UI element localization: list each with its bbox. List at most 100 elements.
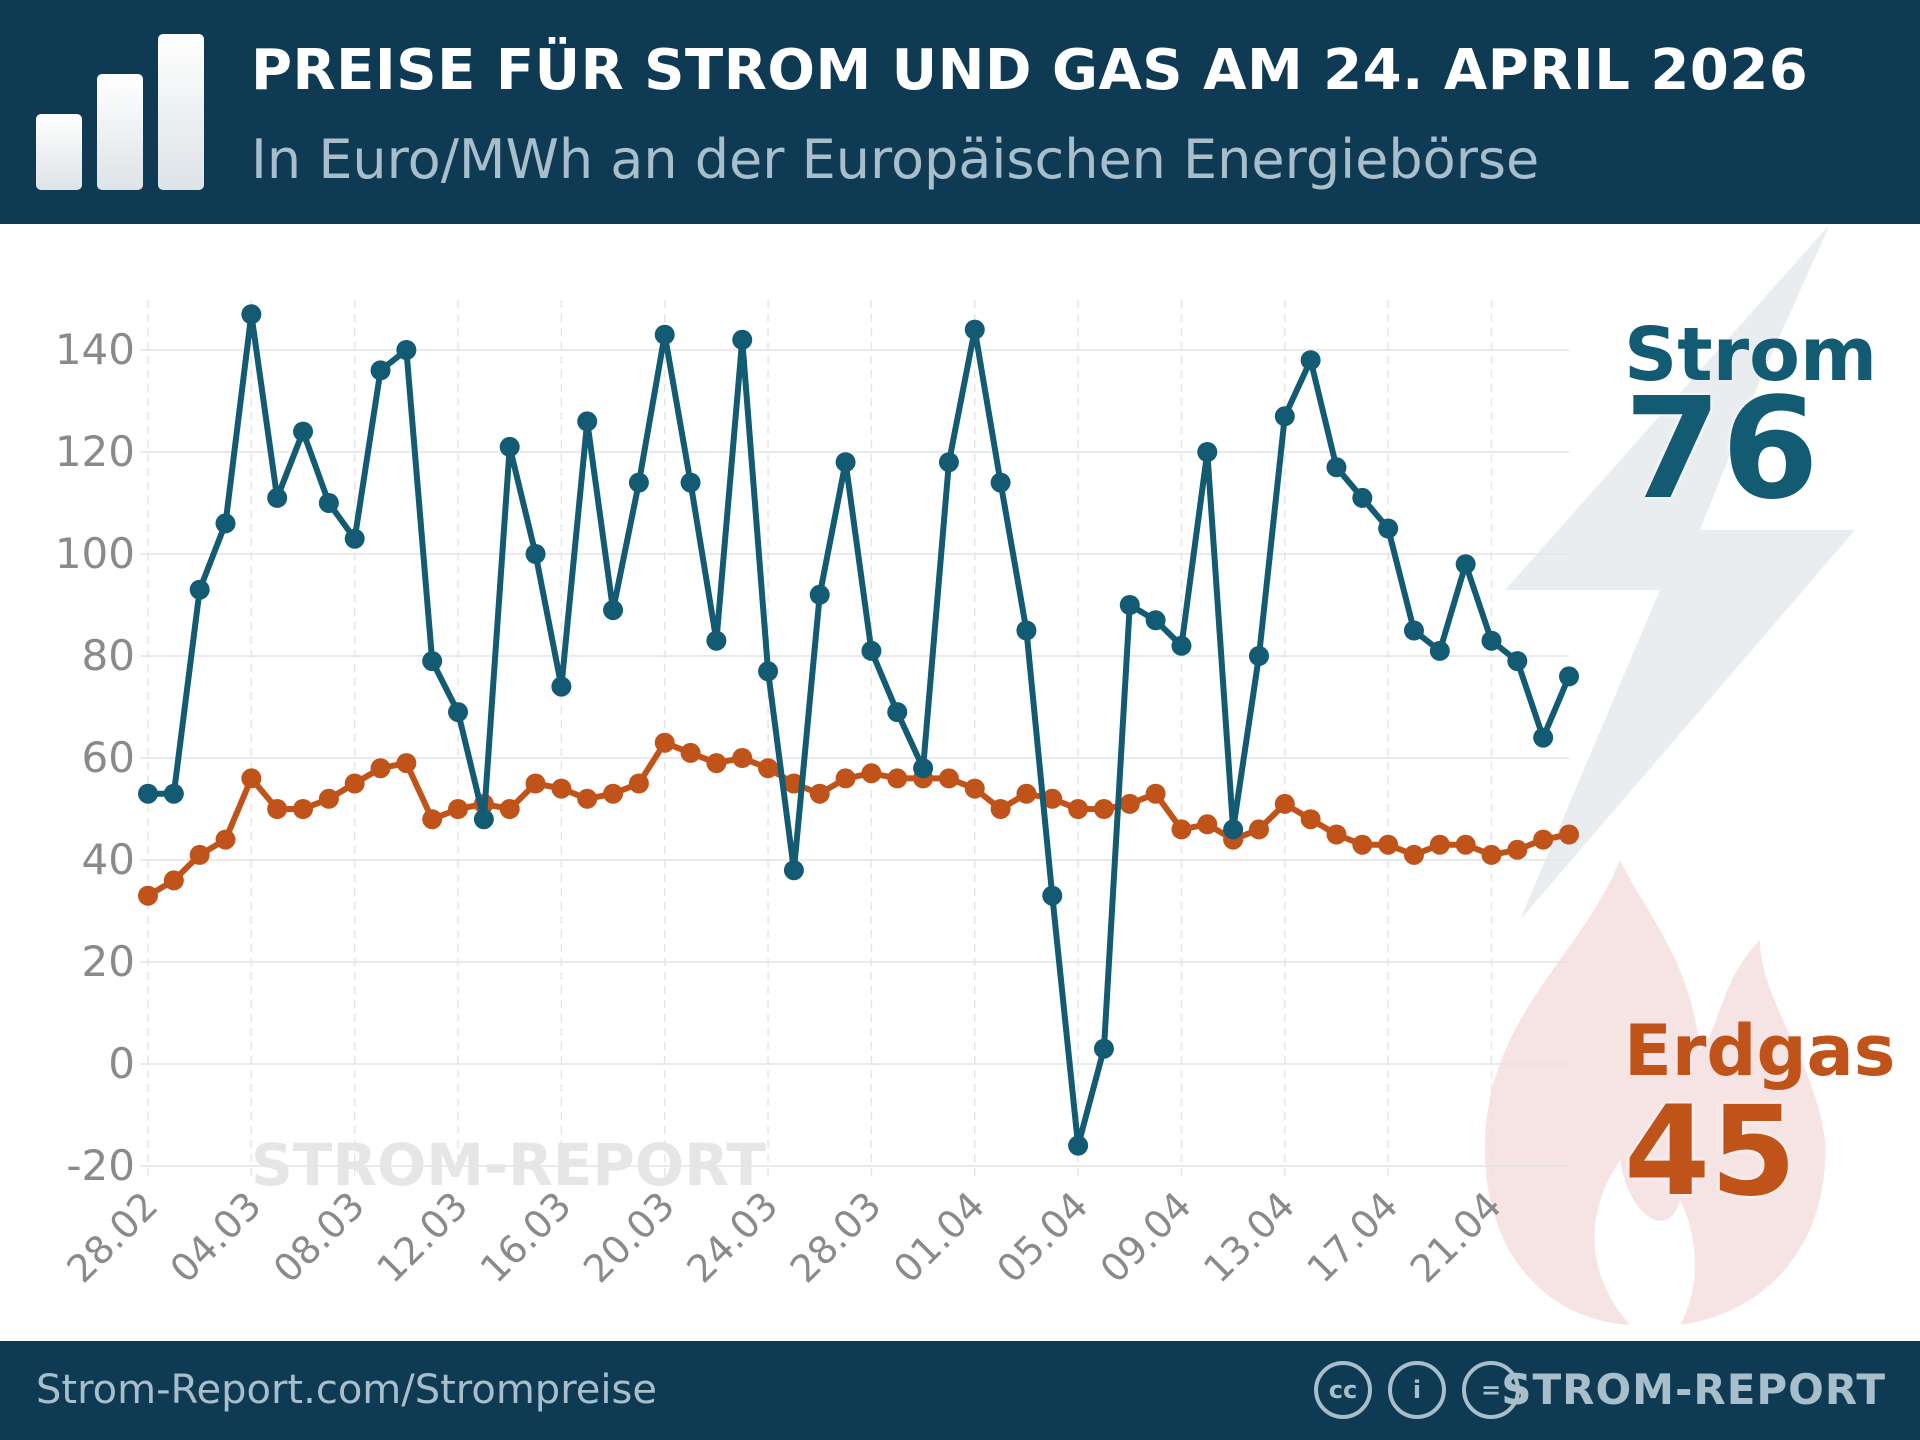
flame-decoration-icon — [1484, 860, 1826, 1325]
strom-data-point — [1145, 610, 1166, 631]
y-tick-label: 100 — [55, 529, 135, 578]
erdgas-data-point — [1352, 834, 1373, 855]
erdgas-data-point — [551, 778, 572, 799]
nd-equals-icon: = — [1462, 1361, 1520, 1419]
strom-data-point — [1481, 630, 1502, 651]
strom-data-point — [525, 544, 546, 564]
erdgas-data-point — [603, 783, 624, 804]
by-attribution-icon: i — [1388, 1361, 1446, 1419]
erdgas-data-point — [189, 844, 210, 865]
erdgas-data-point — [861, 763, 882, 784]
strom-data-point — [1223, 819, 1244, 840]
strom-data-point — [1197, 442, 1218, 462]
strom-data-point — [1326, 457, 1347, 478]
erdgas-data-point — [1093, 799, 1114, 819]
strom-data-point — [1533, 727, 1554, 748]
lightning-bolt-decoration-icon — [1505, 224, 1855, 920]
erdgas-data-point — [138, 885, 158, 906]
y-tick-label: 80 — [82, 631, 135, 680]
erdgas-data-point — [215, 829, 236, 850]
bar-chart-logo-icon — [36, 34, 204, 190]
strom-data-point — [318, 493, 339, 513]
strom-data-point — [499, 436, 520, 457]
watermark: STROM-REPORT — [251, 1131, 766, 1199]
strom-data-point — [680, 472, 701, 493]
strom-data-point — [267, 487, 288, 508]
strom-data-point — [1016, 620, 1037, 641]
erdgas-data-point — [964, 778, 985, 799]
erdgas-data-point — [267, 799, 288, 819]
erdgas-data-point — [809, 783, 830, 804]
footer-link[interactable]: Strom-Report.com/Strompreise — [36, 1367, 657, 1413]
erdgas-data-point — [1274, 793, 1295, 814]
erdgas-series-line — [146, 739, 1570, 899]
strom-data-point — [628, 472, 649, 493]
strom-data-point — [1119, 595, 1140, 615]
footer: Strom-Report.com/Strompreise cc i = STRO… — [0, 1341, 1920, 1440]
price-line-chart: STROM-REPORT -2002040608010012014028.020… — [55, 224, 1855, 1325]
erdgas-data-point — [163, 870, 184, 891]
page-title: PREISE FÜR STROM UND GAS AM 24. APRIL 20… — [251, 38, 1809, 103]
gas-label: Erdgas — [1624, 1010, 1896, 1092]
strom-data-point — [706, 630, 727, 651]
strom-data-point — [241, 304, 262, 325]
strom-data-point — [835, 452, 856, 473]
strom-data-point — [1300, 350, 1321, 371]
x-tick-label: 04.03 — [162, 1183, 270, 1291]
x-tick-label: 12.03 — [368, 1183, 476, 1291]
erdgas-data-point — [1068, 799, 1089, 819]
x-tick-label: 20.03 — [575, 1183, 683, 1291]
strom-data-point — [1248, 646, 1269, 666]
strom-data-point — [293, 421, 314, 442]
strom-data-point — [990, 472, 1011, 493]
page-subtitle: In Euro/MWh an der Europäischen Energieb… — [251, 128, 1540, 191]
erdgas-data-point — [732, 748, 753, 768]
x-tick-label: 21.04 — [1402, 1183, 1510, 1291]
strom-data-point — [396, 340, 417, 360]
erdgas-data-point — [1171, 819, 1192, 840]
erdgas-data-point — [887, 768, 908, 789]
strom-data-point — [1429, 640, 1450, 661]
strom-data-point — [964, 319, 985, 340]
erdgas-data-point — [422, 809, 443, 830]
erdgas-data-point — [577, 788, 598, 809]
strom-data-point — [1068, 1135, 1089, 1156]
strom-data-point — [938, 452, 959, 473]
y-tick-label: 60 — [82, 733, 135, 782]
erdgas-data-point — [499, 799, 520, 819]
y-tick-label: 120 — [55, 427, 135, 476]
x-tick-label: 17.04 — [1298, 1183, 1406, 1291]
erdgas-data-point — [318, 788, 339, 809]
strom-data-point — [370, 360, 391, 381]
y-tick-label: -20 — [66, 1141, 135, 1190]
header: PREISE FÜR STROM UND GAS AM 24. APRIL 20… — [0, 0, 1920, 224]
strom-data-point — [1507, 651, 1528, 672]
cc-icon: cc — [1314, 1361, 1372, 1419]
erdgas-data-point — [1378, 834, 1399, 855]
strom-data-point — [163, 783, 184, 804]
erdgas-data-point — [1403, 844, 1424, 865]
erdgas-data-point — [1197, 814, 1218, 835]
x-tick-label: 24.03 — [678, 1183, 786, 1291]
strom-data-point — [448, 702, 469, 723]
gas-value: 45 — [1624, 1080, 1797, 1224]
strom-data-point — [189, 579, 210, 600]
strom-data-point — [1352, 487, 1373, 508]
y-tick-label: 0 — [108, 1039, 135, 1088]
strom-data-point — [1042, 885, 1063, 906]
erdgas-data-point — [1481, 844, 1502, 865]
x-tick-label: 28.02 — [58, 1183, 166, 1291]
erdgas-data-point — [1145, 783, 1166, 804]
x-tick-label: 08.03 — [265, 1183, 373, 1291]
strom-data-point — [603, 600, 624, 621]
erdgas-data-point — [448, 799, 469, 819]
erdgas-data-point — [654, 732, 675, 753]
strom-data-point — [861, 640, 882, 661]
y-tick-label: 40 — [82, 835, 135, 884]
erdgas-data-point — [680, 742, 701, 763]
erdgas-data-point — [1300, 809, 1321, 830]
strom-data-point — [473, 809, 494, 830]
erdgas-data-point — [344, 773, 365, 794]
erdgas-data-point — [1042, 788, 1063, 809]
erdgas-data-point — [938, 768, 959, 789]
